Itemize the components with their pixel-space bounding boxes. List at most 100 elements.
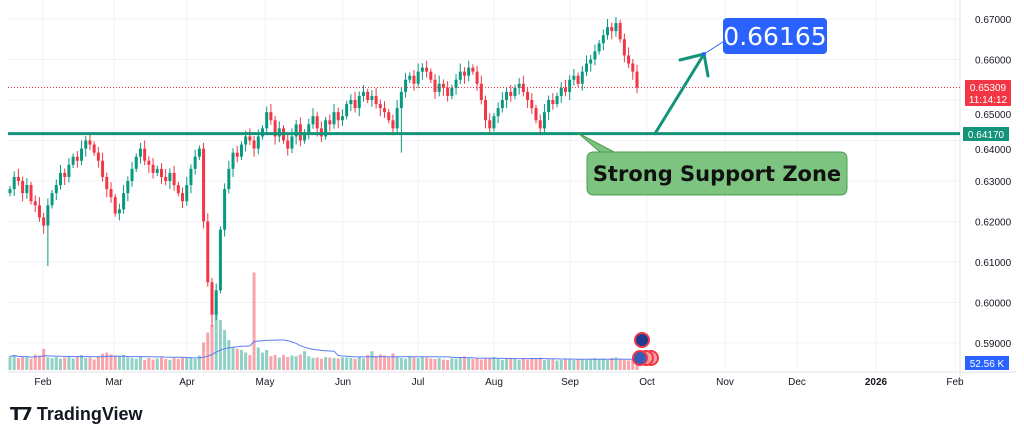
volume-bar — [12, 355, 16, 370]
volume-bar — [189, 357, 193, 370]
candle-body — [88, 140, 92, 145]
time-tick-label: May — [256, 377, 275, 388]
candle-body — [181, 193, 185, 202]
candle-body — [357, 95, 361, 109]
volume-bar — [496, 358, 500, 370]
candle-body — [408, 75, 412, 80]
volume-bars — [8, 272, 639, 370]
au-flag-icon[interactable] — [634, 332, 650, 348]
candle-body — [631, 63, 635, 72]
candle-body — [349, 100, 353, 105]
candle-body — [307, 124, 311, 133]
volume-bar — [42, 348, 46, 370]
support-price-value: 0.64170 — [968, 130, 1005, 141]
candle-body — [155, 168, 159, 173]
up-arrow-annotation[interactable] — [653, 39, 727, 136]
volume-bar — [614, 357, 618, 370]
time-tick-label: Mar — [105, 377, 123, 388]
volume-bar — [408, 356, 412, 370]
volume-bar — [319, 358, 323, 370]
volume-bar — [269, 356, 273, 370]
candle-body — [16, 176, 20, 181]
volume-bar — [458, 357, 462, 370]
volume-bar — [252, 272, 256, 370]
target-price-text: 0.66165 — [723, 22, 826, 51]
price-chart[interactable]: 0.66165 Strong Support Zone 0.67000 0.660… — [0, 0, 1024, 395]
volume-bar — [563, 359, 567, 370]
candle-body — [505, 91, 509, 100]
candle-body — [324, 120, 328, 137]
candle-body — [176, 185, 180, 194]
support-callout[interactable]: Strong Support Zone — [577, 132, 848, 196]
time-tick-label: Aug — [485, 377, 503, 388]
volume-bar — [450, 358, 454, 370]
volume-bar — [202, 342, 206, 370]
candle-body — [404, 79, 408, 92]
event-icons[interactable] — [632, 332, 659, 366]
candle-body — [458, 71, 462, 80]
volume-bar — [244, 352, 248, 370]
candle-body — [117, 209, 121, 214]
volume-bar — [572, 360, 576, 370]
price-tick-label: 0.67000 — [975, 15, 1012, 26]
volume-bar — [218, 320, 222, 370]
candle-body — [429, 71, 433, 80]
volume-bar — [580, 359, 584, 370]
candle-body — [568, 79, 572, 92]
candle-body — [189, 168, 193, 186]
candle-body — [622, 39, 626, 56]
candle-body — [526, 91, 530, 100]
price-tick-label: 0.61000 — [975, 258, 1012, 269]
volume-bar — [412, 357, 416, 370]
volume-bar — [265, 350, 269, 370]
time-tick-label: Nov — [716, 377, 734, 388]
volume-bar — [71, 358, 75, 370]
volume-bar — [117, 356, 121, 370]
volume-bar — [324, 357, 328, 370]
candle-body — [340, 116, 344, 121]
volume-bar — [622, 360, 626, 370]
candle-body — [113, 197, 117, 214]
tradingview-logo-icon: T7 — [10, 404, 33, 425]
volume-bar — [54, 357, 58, 370]
candle-body — [387, 112, 391, 121]
candle-body — [25, 185, 29, 194]
volume-bar — [488, 358, 492, 370]
time-axis[interactable]: Feb Mar Apr May Jun Jul Aug Sep Oct Nov Dec 2026 Feb — [34, 377, 964, 388]
volume-bar — [210, 325, 214, 370]
candle-body — [134, 156, 138, 169]
candle-body — [475, 71, 479, 84]
candle-body — [585, 63, 589, 72]
candle-body — [454, 79, 458, 88]
candle-body — [601, 35, 605, 44]
candle-body — [239, 144, 243, 157]
candle-body — [517, 83, 521, 88]
target-price-background — [723, 18, 827, 54]
volume-bar — [526, 359, 530, 370]
volume-bar — [534, 359, 538, 370]
candle-body — [336, 112, 340, 121]
candles — [8, 16, 639, 327]
candle-body — [37, 205, 41, 218]
candle-body — [332, 112, 336, 125]
volume-bar — [425, 357, 429, 370]
volume-bar — [454, 358, 458, 370]
volume-bar — [370, 351, 374, 370]
volume-bar — [134, 358, 138, 370]
price-axis[interactable]: 0.67000 0.66000 0.65000 0.64000 0.63000 0.620… — [975, 15, 1012, 350]
last-price-value: 0.65309 — [970, 83, 1007, 94]
us-flag-icon[interactable] — [632, 350, 648, 366]
volume-bar — [155, 358, 159, 370]
target-price-label[interactable]: 0.66165 — [723, 18, 827, 54]
volume-bar — [143, 360, 147, 370]
candle-body — [138, 148, 142, 157]
price-tick-label: 0.62000 — [975, 218, 1012, 229]
volume-bar — [631, 359, 635, 370]
volume-bar — [475, 358, 479, 370]
tradingview-logo[interactable]: T7 TradingView — [10, 404, 143, 425]
volume-bar — [223, 330, 227, 370]
candle-body — [311, 116, 315, 125]
volume-bar — [395, 357, 399, 370]
volume-bar — [441, 359, 445, 370]
candle-body — [96, 152, 100, 161]
